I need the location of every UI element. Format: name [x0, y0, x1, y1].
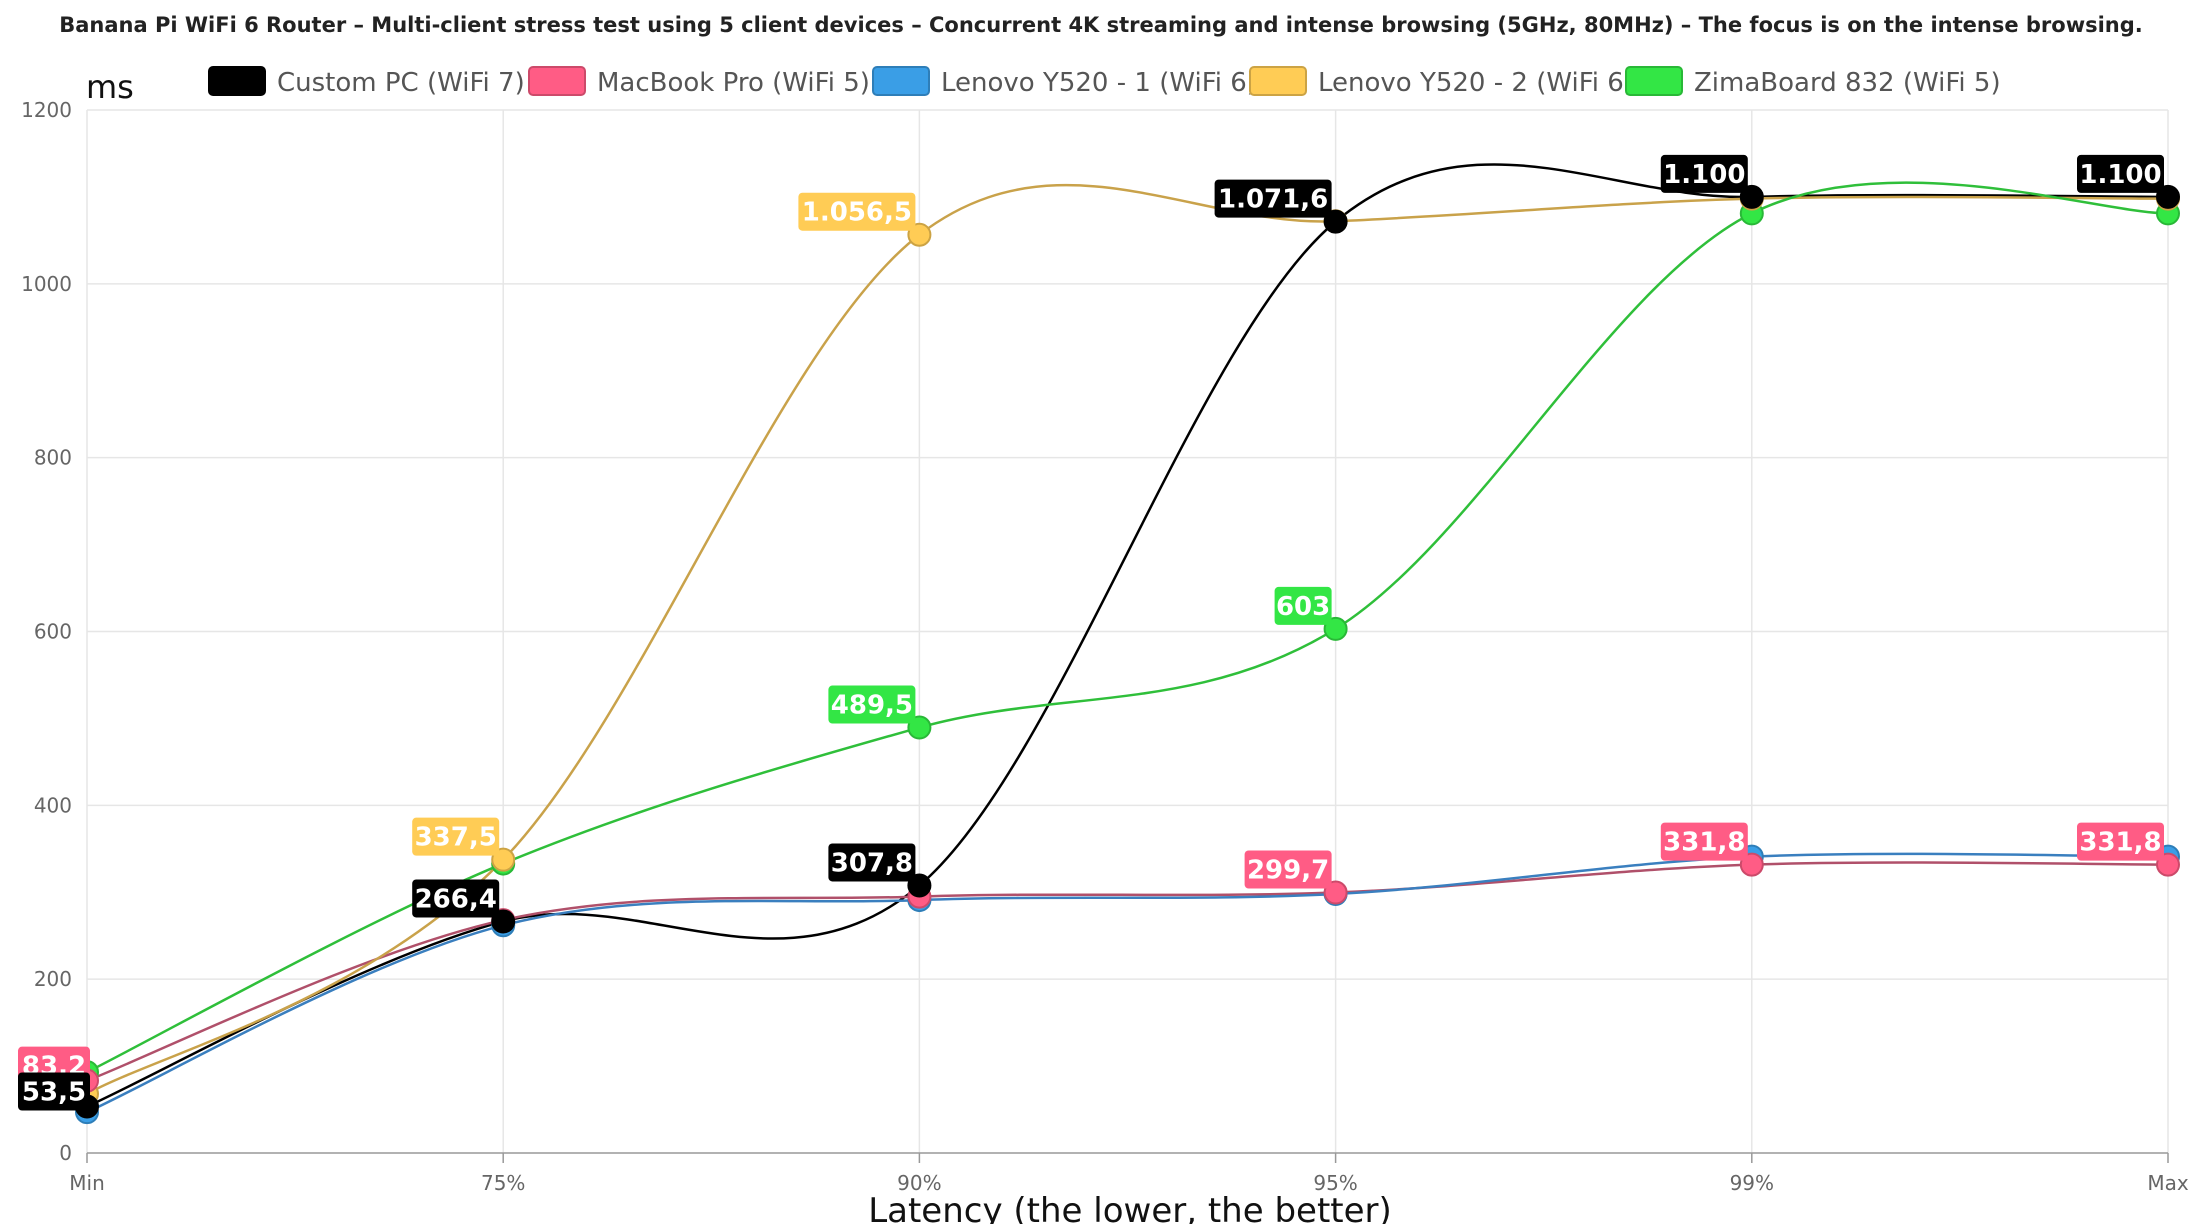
y-tick-label: 200 [34, 967, 72, 991]
data-label-lenovo-y520-2-wifi-6: 1.056,5 [798, 192, 916, 231]
legend-label: Custom PC (WiFi 7) [277, 68, 525, 98]
data-label-box [1274, 586, 1332, 625]
data-label-box [1660, 822, 1748, 861]
data-label-text: 331,8 [2079, 828, 2161, 858]
data-label-custom-pc-wifi-7: 1.100 [2077, 154, 2164, 193]
data-label-text: 489,5 [831, 691, 913, 721]
data-label-text: 1.056,5 [802, 198, 912, 228]
data-label-custom-pc-wifi-7: 266,4 [412, 879, 500, 918]
data-label-box [18, 1072, 90, 1111]
data-label-custom-pc-wifi-7: 1.100 [1660, 154, 1748, 193]
legend-item-macbook-pro-wifi-5[interactable]: MacBook Pro (WiFi 5) [528, 66, 870, 98]
data-label-text: 1.100 [1663, 160, 1745, 190]
legend-item-zimaboard-832-wifi-5[interactable]: ZimaBoard 832 (WiFi 5) [1625, 66, 2001, 98]
x-axis-ticks: Min 75% 90% 95% 99% Max [69, 1153, 2189, 1195]
data-label-text: 1.100 [2079, 160, 2161, 190]
data-label-lenovo-y520-2-wifi-6: 337,5 [412, 817, 500, 856]
data-label-zimaboard-832-wifi-5: 489,5 [828, 685, 916, 724]
legend-label: Lenovo Y520 - 1 (WiFi 6) [941, 68, 1257, 98]
legend-label: ZimaBoard 832 (WiFi 5) [1694, 68, 2001, 98]
legend: Custom PC (WiFi 7) MacBook Pro (WiFi 5) Le… [208, 66, 2001, 98]
data-label-text: 266,4 [415, 884, 497, 914]
y-tick-label: 400 [34, 793, 72, 817]
x-tick-label: 90% [897, 1171, 941, 1195]
data-label-box [2077, 154, 2164, 193]
data-label-custom-pc-wifi-7: 307,8 [828, 843, 916, 882]
x-tick-label: 99% [1730, 1171, 1774, 1195]
data-label-text: 307,8 [831, 848, 913, 878]
y-tick-label: 600 [34, 620, 72, 644]
grid [86, 109, 2169, 1153]
data-label-box [2077, 822, 2164, 861]
x-tick-label: 95% [1313, 1171, 1357, 1195]
legend-label: MacBook Pro (WiFi 5) [597, 68, 870, 98]
x-axis-label: Latency (the lower, the better) [868, 1191, 1392, 1224]
data-label-box [412, 817, 500, 856]
data-label-custom-pc-wifi-7: 1.071,6 [1214, 179, 1332, 218]
data-label-macbook-pro-wifi-5: 331,8 [2077, 822, 2164, 861]
legend-swatch [1249, 66, 1307, 96]
data-label-text: 1.071,6 [1218, 185, 1328, 215]
data-label-text: 603 [1276, 592, 1330, 622]
data-label-box [412, 879, 500, 918]
data-label-macbook-pro-wifi-5: 331,8 [1660, 822, 1748, 861]
legend-swatch [1625, 66, 1683, 96]
data-label-box [798, 192, 916, 231]
series-line-macbook-pro-wifi-5 [86, 861, 2169, 1082]
data-label-box [1660, 154, 1748, 193]
data-label-text: 331,8 [1663, 828, 1745, 858]
y-tick-label: 1200 [21, 98, 72, 122]
x-tick-label: Max [2147, 1171, 2189, 1195]
data-label-custom-pc-wifi-7: 53,5 [18, 1072, 90, 1111]
legend-swatch [528, 66, 586, 96]
series-points [75, 184, 2180, 1125]
y-tick-label: 0 [59, 1141, 72, 1165]
legend-item-lenovo-y520-1-wifi-6[interactable]: Lenovo Y520 - 1 (WiFi 6) [872, 66, 1257, 98]
legend-swatch [872, 66, 930, 96]
y-axis-label: ms [86, 68, 134, 106]
series-line-custom-pc-wifi-7 [86, 163, 2169, 1108]
data-label-text: 53,5 [22, 1077, 86, 1107]
legend-item-custom-pc-wifi-7[interactable]: Custom PC (WiFi 7) [208, 66, 525, 98]
data-label-zimaboard-832-wifi-5: 603 [1274, 586, 1332, 625]
y-tick-label: 1000 [21, 272, 72, 296]
data-label-box [1214, 179, 1332, 218]
data-label-text: 299,7 [1247, 856, 1329, 886]
x-tick-label: Min [69, 1171, 105, 1195]
series-lines [86, 163, 2169, 1114]
data-label-box [828, 685, 916, 724]
data-label-box [828, 843, 916, 882]
legend-item-lenovo-y520-2-wifi-6[interactable]: Lenovo Y520 - 2 (WiFi 6) [1249, 66, 1634, 98]
y-axis-ticks: 0 200 400 600 800 1000 1200 [21, 98, 72, 1165]
data-label-box [1244, 850, 1332, 889]
legend-swatch [208, 66, 266, 96]
chart-title: Banana Pi WiFi 6 Router – Multi-client s… [59, 13, 2143, 37]
legend-label: Lenovo Y520 - 2 (WiFi 6) [1318, 68, 1634, 98]
y-tick-label: 800 [34, 446, 72, 470]
series-line-lenovo-y520-1-wifi-6 [86, 852, 2169, 1114]
data-label-macbook-pro-wifi-5: 299,7 [1244, 850, 1332, 889]
series-line-zimaboard-832-wifi-5 [86, 181, 2169, 1074]
x-tick-label: 75% [481, 1171, 525, 1195]
data-label-text: 337,5 [415, 823, 497, 853]
